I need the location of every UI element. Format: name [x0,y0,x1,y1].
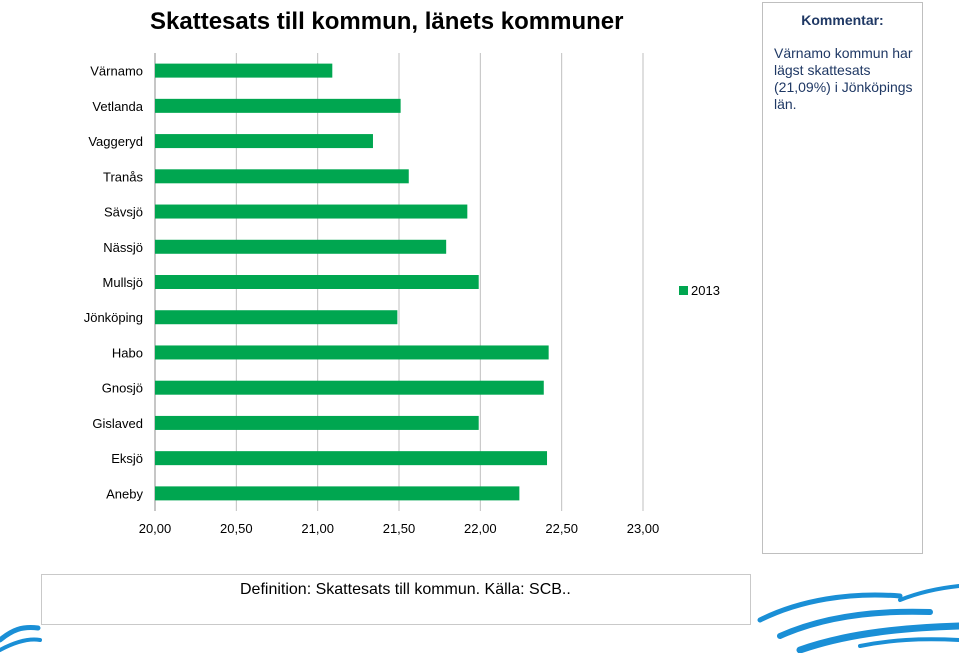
x-tick-label: 21,50 [383,521,416,536]
wave-stroke [0,637,42,652]
bar-2 [155,98,401,113]
bar-4 [155,169,409,184]
definition-value: Skattesats till kommun. Källa: SCB.. [315,581,571,598]
bar-9 [155,345,549,360]
x-tick-label: 21,00 [301,521,334,536]
category-label: Gislaved [92,416,143,431]
category-label: Aneby [106,486,143,501]
bar-1 [155,63,333,78]
wave-stroke [0,625,41,643]
legend: 2013 [679,283,720,298]
category-label: Vaggeryd [88,134,143,149]
bar-8 [155,310,398,325]
category-label: Vetlanda [92,99,143,114]
bar-12 [155,451,548,466]
bar-7 [155,275,479,289]
wave-stroke [796,622,959,653]
category-label: Habo [112,345,143,360]
definition-text: Definition: Skattesats till kommun. Käll… [240,581,571,599]
comment-heading: Kommentar: [801,12,884,28]
comment-box: Kommentar: Värnamo kommun har lägst skat… [762,2,923,554]
bar-3 [155,134,373,149]
category-label: Sävsjö [104,205,143,220]
wave-stroke [898,584,959,602]
category-label: Mullsjö [103,275,143,290]
x-tick-label: 23,00 [627,521,660,536]
chart-title: Skattesats till kommun, länets kommuner [150,8,624,35]
category-labels: Värnamo Vetlanda Vaggeryd Tranås Sävsjö Nässj… [84,64,144,502]
x-tick-labels: 20,00 20,50 21,00 21,50 22,00 22,50 23,00 [139,521,660,536]
x-tick-label: 22,50 [545,521,578,536]
bar-chart: Värnamo Vetlanda Vaggeryd Tranås Sävsjö Nässj… [84,53,660,536]
wave-stroke [757,592,903,623]
bar-13 [155,486,520,501]
legend-swatch [679,286,688,295]
wave-stroke [777,608,933,639]
bar-10 [155,380,544,395]
comment-text: Värnamo kommun har lägst skattesats (21,… [774,45,913,112]
category-label: Nässjö [103,240,143,255]
wave-stroke [858,637,959,648]
legend-label: 2013 [691,283,720,298]
category-label: Eksjö [111,451,143,466]
category-label: Värnamo [90,64,143,79]
bars [155,63,549,501]
definition-box: Definition: Skattesats till kommun. Käll… [41,574,751,625]
bar-5 [155,204,468,219]
bar-6 [155,239,447,254]
bar-11 [155,415,479,430]
x-tick-label: 20,00 [139,521,172,536]
x-tick-label: 22,00 [464,521,497,536]
category-label: Gnosjö [102,381,143,396]
x-tick-label: 20,50 [220,521,253,536]
definition-label: Definition: [240,581,312,598]
decorative-waves [0,584,959,653]
category-label: Jönköping [84,310,143,325]
category-label: Tranås [103,169,143,184]
